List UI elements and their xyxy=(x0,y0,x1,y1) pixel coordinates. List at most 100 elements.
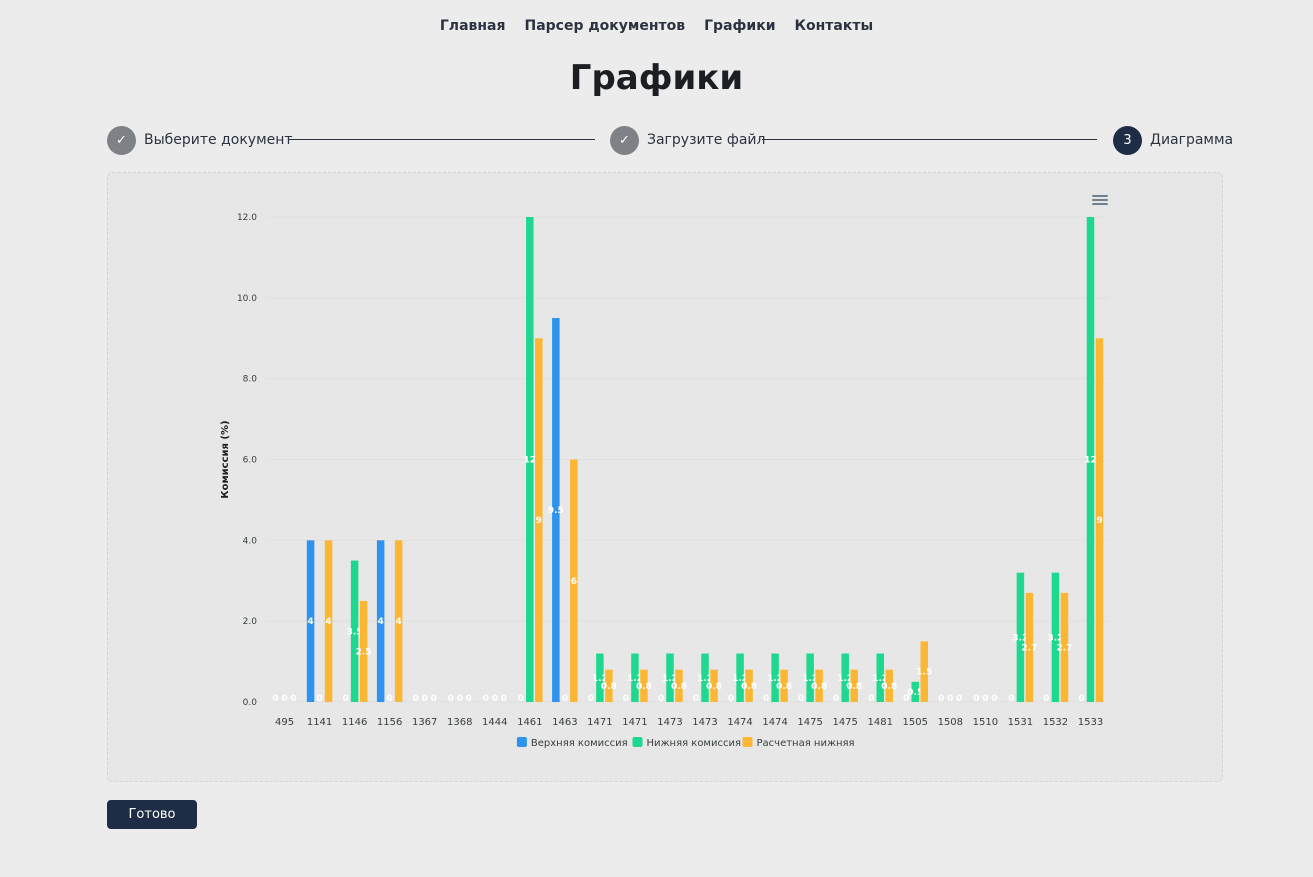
x-tick-label: 1146 xyxy=(342,717,367,728)
data-label: 0 xyxy=(562,694,568,704)
step-diagram[interactable]: 3 Диаграмма xyxy=(1113,125,1233,155)
data-label: 4 xyxy=(307,617,313,627)
data-label: 0.8 xyxy=(846,682,862,692)
bar xyxy=(771,653,779,702)
bar xyxy=(324,540,333,702)
x-tick-label: 1510 xyxy=(973,717,998,728)
data-label: 0 xyxy=(973,694,979,704)
x-tick-label: 1444 xyxy=(482,717,507,728)
step-upload-file[interactable]: ✓ Загрузите файл xyxy=(610,125,765,155)
data-label: 1.2 xyxy=(872,674,888,684)
data-label: 3.2 xyxy=(1047,633,1063,643)
step-label: Выберите документ xyxy=(144,132,293,148)
data-label: 0 xyxy=(868,694,874,704)
data-label: 12 xyxy=(1084,456,1097,466)
menu-icon[interactable] xyxy=(1092,195,1108,209)
nav-link-contacts[interactable]: Контакты xyxy=(794,18,874,34)
step-label: Диаграмма xyxy=(1150,132,1234,148)
bar xyxy=(306,540,315,702)
data-label: 0 xyxy=(483,694,489,704)
data-label: 0 xyxy=(763,694,769,704)
stepper: ✓ Выберите документ ✓ Загрузите файл 3 Д… xyxy=(107,125,1233,155)
data-label: 0 xyxy=(956,694,962,704)
data-label: 1.2 xyxy=(662,674,678,684)
data-label: 4 xyxy=(325,617,331,627)
done-button[interactable]: Готово xyxy=(107,800,197,829)
bar xyxy=(876,653,884,702)
bar xyxy=(359,600,368,702)
bar xyxy=(526,217,534,702)
nav-link-home[interactable]: Главная xyxy=(439,18,506,34)
data-label: 0 xyxy=(448,694,454,704)
data-label: 0.8 xyxy=(706,682,722,692)
x-tick-label: 1505 xyxy=(903,717,928,728)
data-label: 0.8 xyxy=(776,682,792,692)
x-tick-label: 1367 xyxy=(412,717,437,728)
x-tick-label: 1475 xyxy=(832,717,857,728)
data-label: 6 xyxy=(571,577,577,587)
data-label: 9 xyxy=(1096,516,1102,526)
bar xyxy=(605,669,613,702)
y-tick-label: 8.0 xyxy=(243,375,258,385)
nav-link-document-parser[interactable]: Парсер документов xyxy=(524,18,686,34)
data-label: 0 xyxy=(466,694,472,704)
bar xyxy=(911,681,920,702)
y-tick-label: 0.0 xyxy=(243,698,258,708)
y-tick-label: 2.0 xyxy=(243,617,258,627)
bar xyxy=(675,669,683,702)
x-tick-label: 1481 xyxy=(868,717,893,728)
bar xyxy=(552,318,560,702)
data-label: 0 xyxy=(1008,694,1014,704)
data-label: 0 xyxy=(457,694,463,704)
data-label: 0 xyxy=(623,694,629,704)
bar xyxy=(1051,572,1060,702)
y-tick-label: 4.0 xyxy=(243,536,258,546)
data-label: 3.5 xyxy=(347,627,363,637)
legend-marker xyxy=(632,737,643,747)
bar xyxy=(885,669,893,702)
data-label: 0 xyxy=(272,694,278,704)
x-tick-label: 1508 xyxy=(938,717,963,728)
x-tick-label: 1141 xyxy=(307,717,332,728)
bar xyxy=(815,669,823,702)
bar xyxy=(640,669,648,702)
check-icon: ✓ xyxy=(610,125,639,155)
data-label: 9.5 xyxy=(548,506,564,516)
x-tick-label: 495 xyxy=(275,717,294,728)
data-label: 0 xyxy=(518,694,524,704)
data-label: 1.2 xyxy=(767,674,783,684)
data-label: 1.2 xyxy=(837,674,853,684)
step-select-document[interactable]: ✓ Выберите документ xyxy=(107,125,293,155)
bar xyxy=(596,653,604,702)
data-label: 0 xyxy=(422,694,428,704)
data-label: 0 xyxy=(798,694,804,704)
data-label: 2.7 xyxy=(1021,643,1037,653)
x-tick-label: 1473 xyxy=(657,717,682,728)
bar xyxy=(710,669,718,702)
bar xyxy=(394,540,403,702)
top-nav: Главная Парсер документов Графики Контак… xyxy=(0,18,1313,34)
bar xyxy=(376,540,385,702)
data-label: 2.7 xyxy=(1056,643,1072,653)
bar xyxy=(1016,572,1025,702)
data-label: 4 xyxy=(396,617,402,627)
bar xyxy=(631,653,639,702)
data-label: 0 xyxy=(501,694,507,704)
bar xyxy=(841,653,849,702)
data-label: 0 xyxy=(1043,694,1049,704)
data-label: 0.5 xyxy=(907,688,923,698)
page-title: Графики xyxy=(569,58,744,98)
legend-label: Нижняя комиссия xyxy=(647,738,742,749)
data-label: 3.2 xyxy=(1012,633,1028,643)
bar xyxy=(780,669,788,702)
nav-link-charts[interactable]: Графики xyxy=(704,18,776,34)
data-label: 12 xyxy=(524,456,537,466)
data-label: 0 xyxy=(588,694,594,704)
data-label: 0.8 xyxy=(601,682,617,692)
data-label: 0 xyxy=(947,694,953,704)
data-label: 0 xyxy=(658,694,664,704)
step-connector xyxy=(762,139,1097,140)
y-tick-label: 6.0 xyxy=(243,456,258,466)
data-label: 0 xyxy=(903,694,909,704)
bar xyxy=(736,653,744,702)
